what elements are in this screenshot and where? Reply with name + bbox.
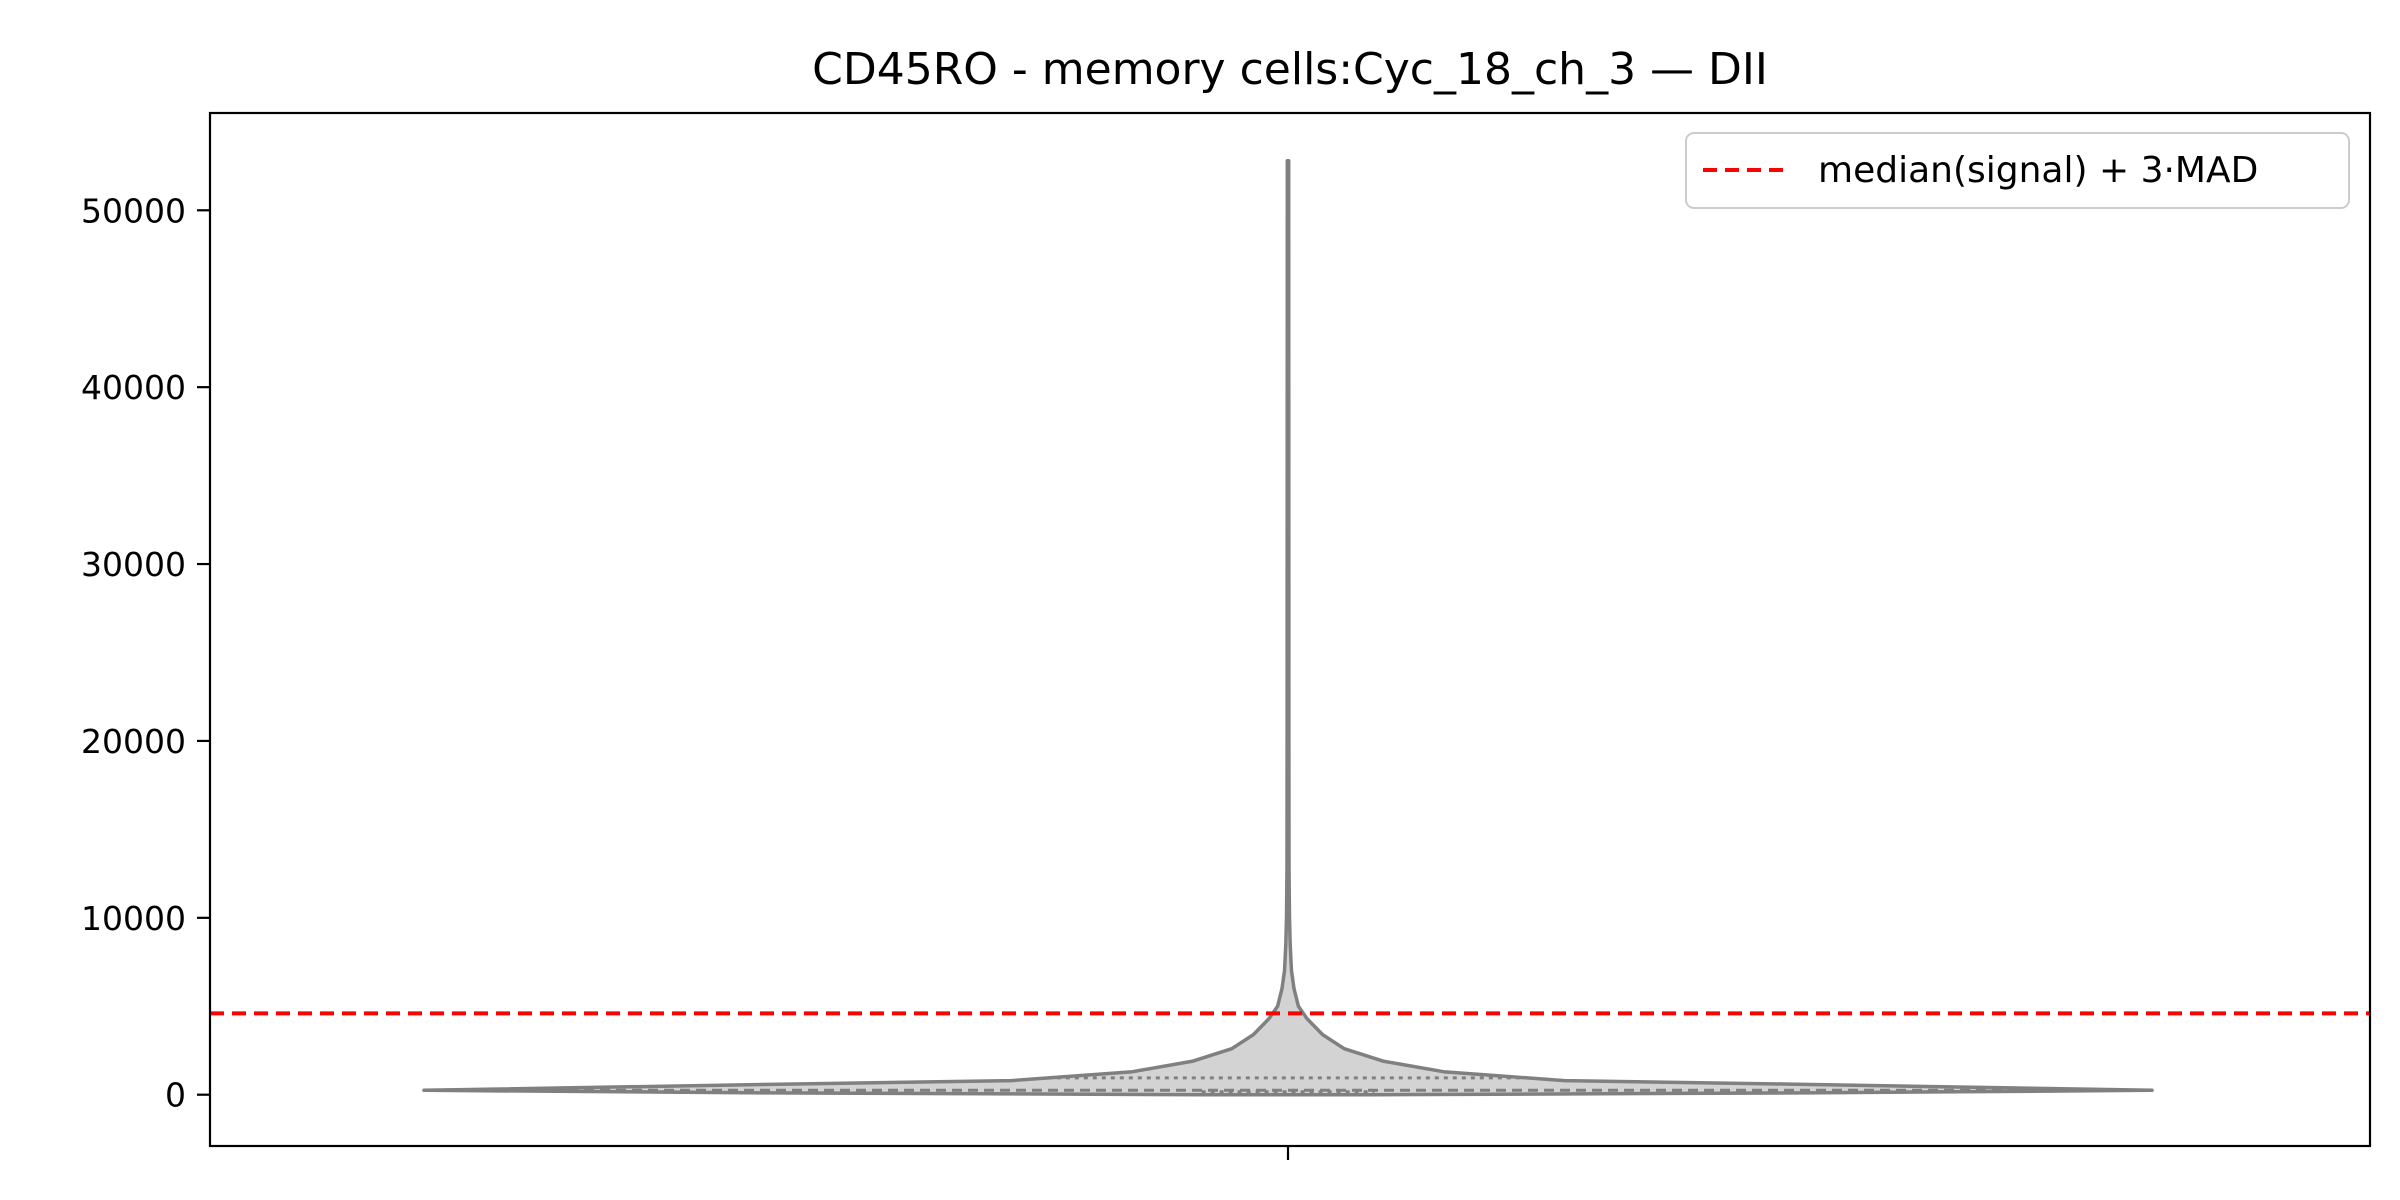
legend-frame: [1685, 132, 2350, 209]
chart-title: CD45RO - memory cells:Cyc_18_ch_3 — DII: [812, 44, 1768, 95]
y-axis: 0 10000 20000 30000 40000 50000: [81, 191, 210, 1115]
y-tick-label: 20000: [81, 722, 186, 761]
y-tick-label: 30000: [81, 545, 186, 584]
axes-frame: [208, 111, 2372, 1148]
legend: median(signal) + 3·MAD: [1685, 132, 2350, 209]
legend-threshold-label: median(signal) + 3·MAD: [1818, 150, 2258, 191]
y-tick-label: 10000: [81, 899, 186, 938]
y-tick-label: 0: [165, 1076, 186, 1115]
plot-area: [210, 159, 2370, 1097]
y-tick-label: 40000: [81, 368, 186, 407]
y-tick-label: 50000: [81, 191, 186, 230]
violin-body: [422, 159, 2154, 1097]
